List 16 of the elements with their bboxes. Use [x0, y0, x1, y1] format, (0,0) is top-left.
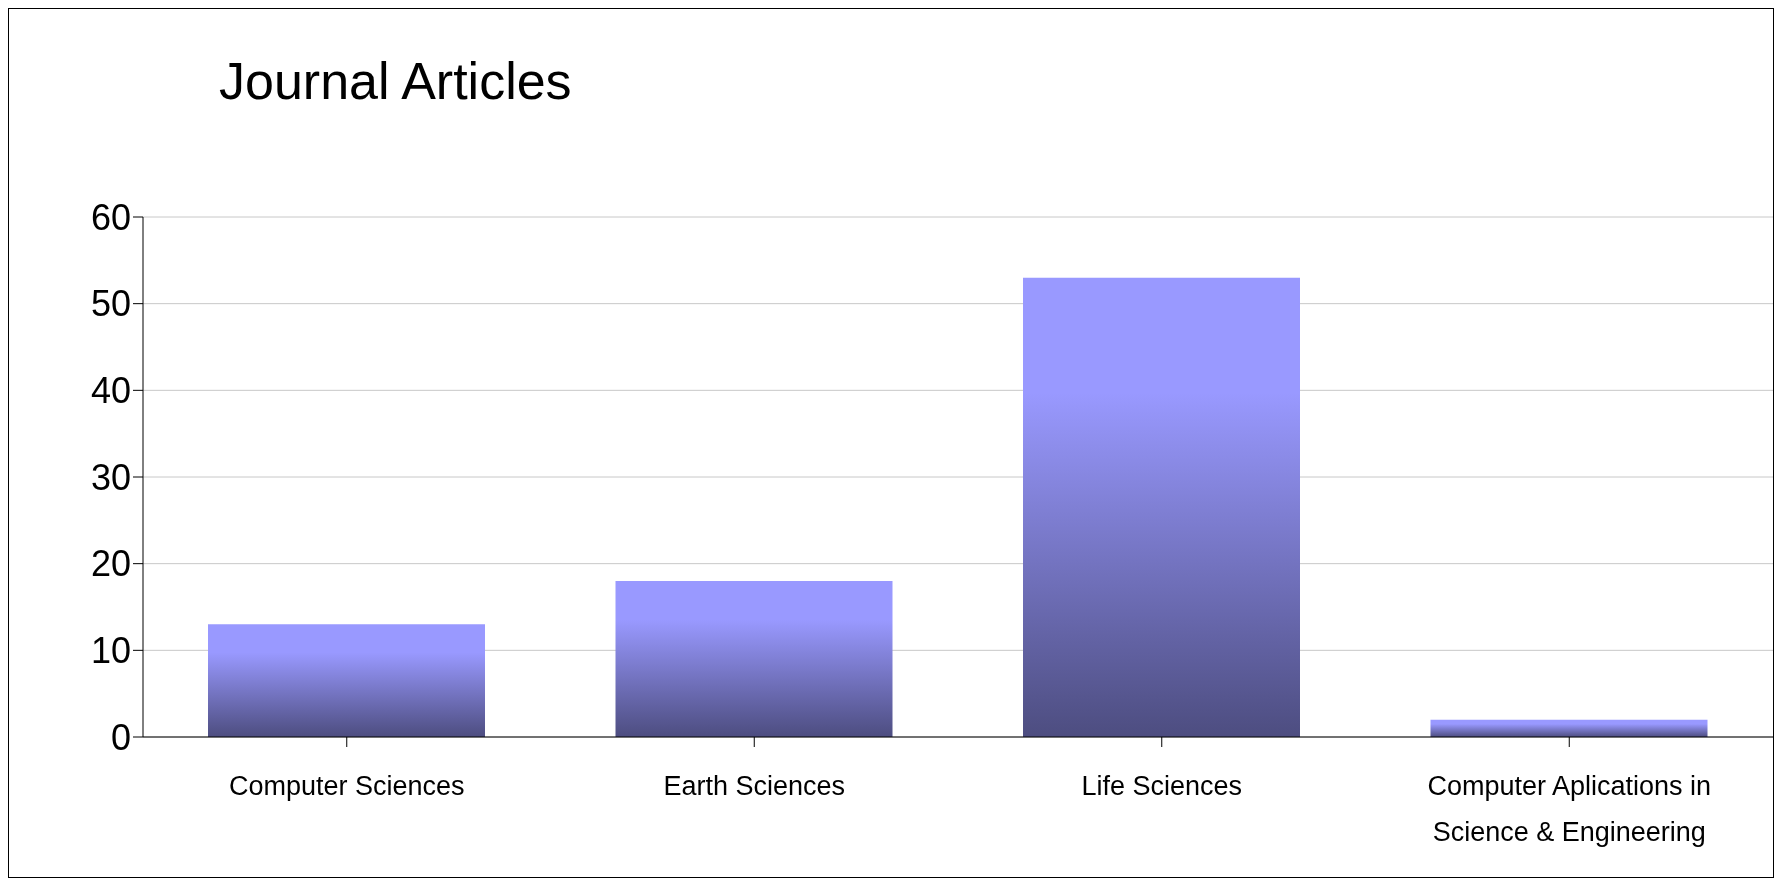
- y-tick-label: 30: [90, 456, 131, 498]
- chart-title: Journal Articles: [219, 51, 572, 111]
- y-tick-label: 60: [90, 196, 131, 238]
- y-tick-label: 10: [90, 630, 131, 672]
- x-tick-label: Computer Sciences: [228, 771, 465, 801]
- y-tick-label: 0: [110, 716, 131, 758]
- x-tick-label: Computer Aplications in Science & Engineering: [1427, 771, 1712, 847]
- bar: [1430, 719, 1708, 737]
- y-tick-label: 20: [90, 543, 131, 585]
- bar: [208, 624, 485, 737]
- y-tick-label: 40: [90, 370, 131, 412]
- x-tick-label: Earth Sciences: [663, 771, 846, 801]
- bar: [1023, 277, 1300, 737]
- bar: [615, 581, 893, 737]
- x-tick-label: Life Sciences: [1081, 771, 1243, 801]
- y-tick-label: 50: [90, 283, 131, 325]
